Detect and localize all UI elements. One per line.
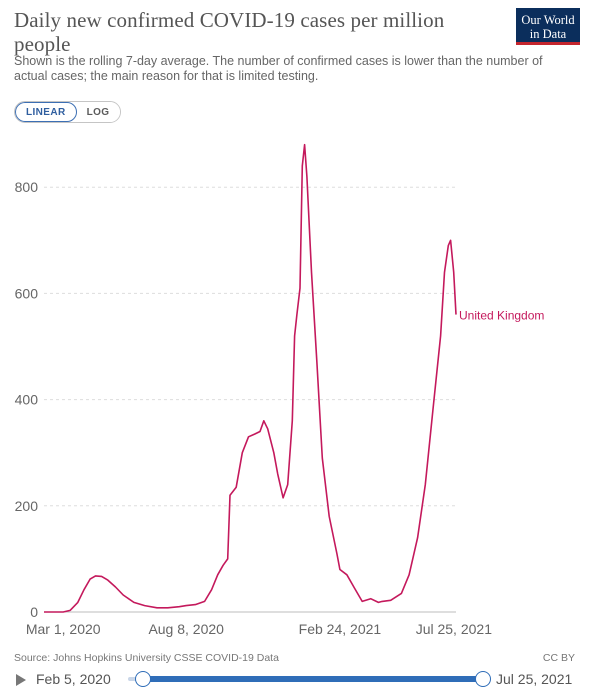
y-tick-label: 200 — [15, 498, 39, 514]
gridlines — [44, 186, 456, 613]
play-icon[interactable] — [16, 674, 26, 686]
x-tick-label: Feb 24, 2021 — [299, 621, 382, 637]
chart-subtitle: Shown is the rolling 7-day average. The … — [14, 54, 543, 83]
y-axis-ticks: 0 200 400 600 800 — [15, 179, 39, 620]
license-label[interactable]: CC BY — [542, 652, 575, 664]
logo-line-1: Our World — [521, 13, 575, 27]
chart-title: Daily new confirmed COVID-19 cases per m… — [14, 8, 445, 56]
linear-scale-button[interactable]: LINEAR — [15, 102, 77, 122]
x-tick-label: Mar 1, 2020 — [26, 621, 101, 637]
y-tick-label: 800 — [15, 179, 39, 195]
timeline-start-handle[interactable] — [135, 671, 151, 687]
series-layer: United Kingdom — [44, 143, 544, 613]
y-tick-label: 0 — [30, 604, 38, 620]
y-tick-label: 400 — [15, 392, 39, 408]
source-note[interactable]: Source: Johns Hopkins University CSSE CO… — [14, 652, 279, 664]
timeline: Feb 5, 2020 Jul 25, 2021 — [0, 668, 591, 692]
y-tick-label: 600 — [15, 285, 39, 301]
scale-toggle: LINEAR LOG — [14, 101, 121, 123]
timeline-start-label: Feb 5, 2020 — [36, 671, 111, 687]
x-tick-label: Aug 8, 2020 — [148, 621, 224, 637]
timeline-end-label: Jul 25, 2021 — [496, 671, 573, 687]
x-tick-label: Jul 25, 2021 — [416, 621, 492, 637]
line-chart[interactable]: 0 200 400 600 800 Mar 1, 2020 Aug 8, 2020 Feb … — [0, 128, 591, 648]
series-label[interactable]: United Kingdom — [459, 309, 544, 323]
x-axis-ticks: Mar 1, 2020 Aug 8, 2020 Feb 24, 2021 Jul 25… — [26, 621, 492, 637]
timeline-selected-range[interactable] — [143, 676, 483, 682]
log-scale-button[interactable]: LOG — [76, 102, 120, 122]
timeline-end-handle[interactable] — [475, 671, 491, 687]
series-line[interactable] — [44, 143, 457, 613]
logo-line-2: in Data — [529, 27, 567, 41]
owid-logo[interactable]: Our World in Data — [516, 8, 580, 45]
